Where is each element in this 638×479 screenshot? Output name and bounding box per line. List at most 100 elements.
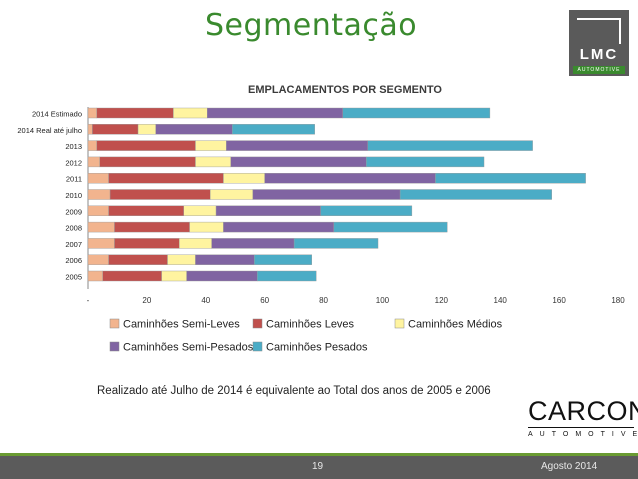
bar-segment-2 [102,270,162,282]
bar-segment-3 [195,156,232,168]
footer-date: Agosto 2014 [541,461,598,472]
bar-segment-4 [215,205,321,217]
legend-label: Caminhões Pesados [266,342,368,354]
category-label: 2008 [65,224,82,233]
x-tick-label: 40 [201,296,210,305]
bar-segment-2 [96,140,196,151]
chart-title: EMPLACAMENTOS POR SEGMENTO [248,84,442,96]
carcon-logo-subtitle: AUTOMOTIVE [528,431,638,438]
bar-segment-1 [87,205,109,217]
bar-segment-3 [189,221,224,233]
bar-segment-5 [399,189,552,200]
bar-segment-1 [87,140,98,151]
bar-segment-4 [252,189,401,200]
legend-swatch [252,341,263,352]
bar-segment-4 [155,124,233,135]
category-label: 2007 [65,240,82,249]
lmc-logo-name: LMC [579,46,619,63]
bar-segment-5 [257,270,317,282]
bar-segment-2 [108,205,184,217]
bar-segment-5 [366,156,485,168]
bar-segment-2 [99,156,196,168]
bar-segment-4 [230,156,367,168]
legend-swatch [109,341,120,352]
bar-segment-5 [293,238,379,249]
bar-segment-1 [87,189,111,200]
x-tick-label: 160 [552,296,566,305]
category-label: 2014 Real até julho [17,126,82,135]
category-label: 2011 [66,175,82,184]
bar-segment-1 [87,238,115,249]
bar-segment-3 [173,107,208,119]
bar-segment-4 [264,172,436,184]
x-tick-label: 60 [260,296,269,305]
bar-segment-5 [320,205,413,217]
segment-chart: EMPLACAMENTOS POR SEGMENTO 2014 Estimado… [17,84,626,354]
category-label: 2009 [65,207,82,216]
bar-segment-1 [87,172,109,184]
x-tick-label: - [87,296,90,305]
bar-segment-3 [223,172,265,184]
footer-bar: 19 Agosto 2014 [0,453,638,479]
legend-swatch [252,318,263,329]
bar-segment-4 [207,107,343,119]
carcon-logo-rule [528,427,634,428]
category-label: 2010 [65,191,82,200]
lmc-logo: LMC AUTOMOTIVE [569,10,629,76]
bar-segment-3 [209,189,254,200]
slide-title: Segmentação [205,8,418,43]
legend-label: Caminhões Médios [408,319,503,331]
bar-segment-3 [167,254,196,265]
bar-segment-5 [342,107,491,119]
bar-segment-5 [367,140,533,151]
lmc-logo-frame [577,18,621,44]
legend-label: Caminhões Semi-Pesados [123,342,254,354]
bar-segment-2 [114,238,180,249]
x-tick-label: 20 [142,296,151,305]
carcon-logo: CARCON AUTOMOTIVE [528,396,638,438]
lmc-logo-subtitle: AUTOMOTIVE [573,66,625,74]
x-tick-label: 140 [494,296,508,305]
x-tick-label: 180 [611,296,625,305]
category-label: 2012 [65,158,82,167]
legend-label: Caminhões Leves [266,319,355,331]
footnote: Realizado até Julho de 2014 é equivalent… [97,385,491,397]
bar-segment-2 [108,172,224,184]
bar-segment-4 [223,221,335,233]
bar-segment-5 [333,221,448,233]
chart-legend: Caminhões Semi-Leves Caminhões Leves Camin… [109,318,503,354]
bar-segment-4 [211,238,295,249]
bar-segment-1 [87,254,109,265]
carcon-logo-name: CARCON [528,396,638,426]
category-label: 2005 [65,273,82,282]
bar-segment-2 [96,107,174,119]
legend-label: Caminhões Semi-Leves [123,319,240,331]
bar-segment-2 [114,221,190,233]
footer-stripe [0,453,638,456]
bar-segment-5 [435,172,586,184]
bar-segment-1 [87,270,103,282]
bar-segment-4 [226,140,368,151]
bar-segment-5 [254,254,312,265]
bar-segment-5 [232,124,315,135]
bar-segment-4 [186,270,258,282]
bar-segment-3 [161,270,187,282]
page-number: 19 [312,461,324,472]
category-label: 2006 [65,256,82,265]
bar-segment-2 [108,254,168,265]
legend-swatch [109,318,120,329]
category-label: 2014 Estimado [32,110,82,119]
bar-segment-3 [195,140,227,151]
x-tick-labels: - 20 40 60 80 100 120 140 160 180 [87,296,626,305]
bar-segment-3 [183,205,217,217]
bar-segment-1 [87,156,100,168]
bars-group [87,107,586,282]
bar-segment-1 [87,221,115,233]
category-labels: 2014 Estimado 2014 Real até julho 2013 2012… [17,110,82,282]
legend-swatch [394,318,405,329]
bar-segment-3 [137,124,156,135]
x-tick-label: 120 [435,296,449,305]
x-tick-label: 100 [376,296,390,305]
bar-segment-2 [109,189,211,200]
bar-segment-1 [87,107,98,119]
